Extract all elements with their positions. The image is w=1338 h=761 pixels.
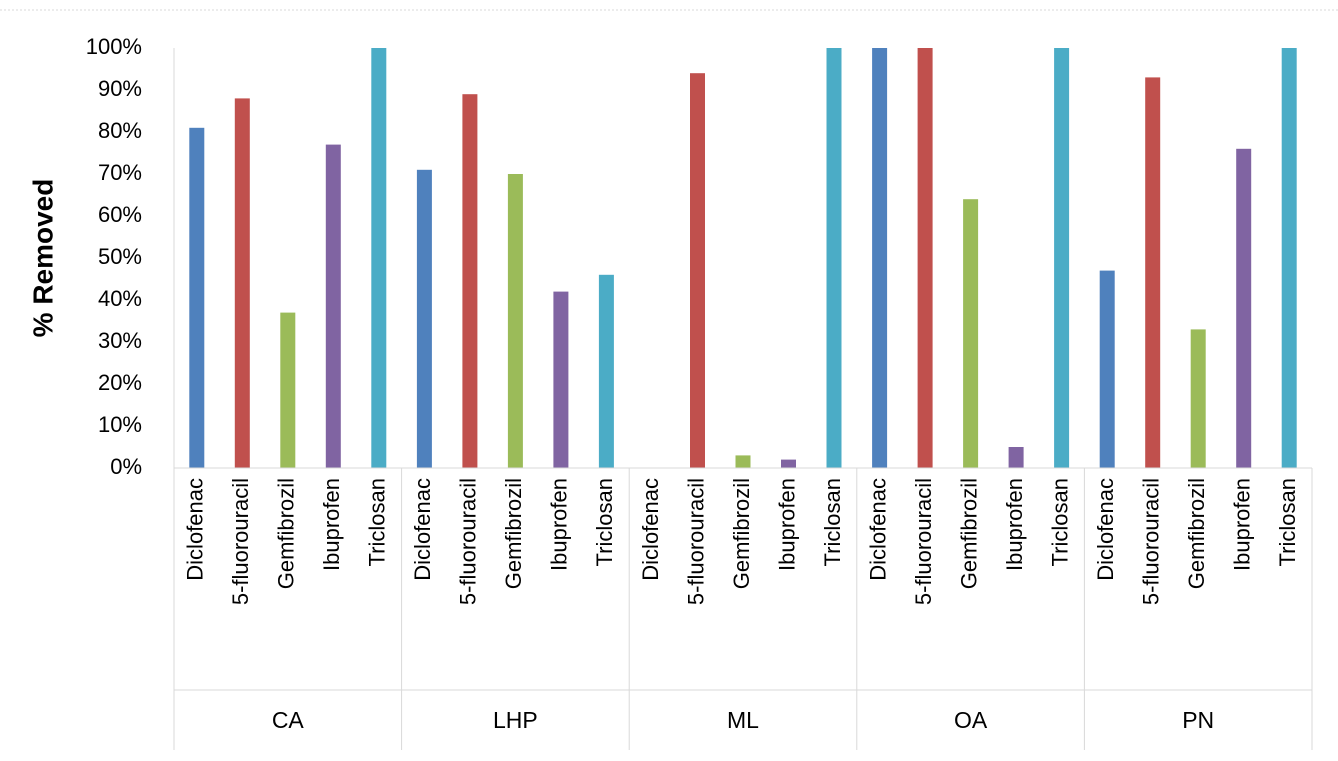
bar — [826, 48, 842, 468]
bar — [1008, 447, 1024, 468]
bar — [1054, 48, 1070, 468]
category-label: Triclosan — [820, 478, 845, 566]
y-tick-label: 20% — [98, 370, 142, 395]
category-label: Ibuprofen — [1002, 478, 1027, 571]
bar — [1099, 270, 1115, 468]
bar — [1145, 77, 1161, 469]
bar — [280, 312, 296, 468]
category-label: Triclosan — [365, 478, 390, 566]
category-label: Gemfibrozil — [274, 478, 299, 589]
y-tick-label: 100% — [86, 34, 142, 59]
bar — [371, 48, 387, 468]
y-axis-ticks: 0% 10% 20% 30% 40% 50% 60% 70% 80% 90% 100% — [86, 34, 142, 479]
y-tick-label: 80% — [98, 118, 142, 143]
category-label: Diclofenac — [638, 478, 663, 581]
group-label: OA — [954, 707, 988, 733]
category-label: Diclofenac — [1093, 478, 1118, 581]
category-label: Diclofenac — [410, 478, 435, 581]
y-tick-label: 10% — [98, 412, 142, 437]
category-label: Ibuprofen — [1230, 478, 1255, 571]
bar — [189, 127, 205, 469]
category-label: Ibuprofen — [547, 478, 572, 571]
group-label: PN — [1182, 707, 1214, 733]
bar — [1281, 48, 1297, 468]
category-label: Triclosan — [1275, 478, 1300, 566]
bar — [735, 455, 751, 468]
bar — [553, 291, 569, 468]
category-label: 5-fluorouracil — [228, 478, 253, 605]
category-label: 5-fluorouracil — [1139, 478, 1164, 605]
y-tick-label: 90% — [98, 76, 142, 101]
bar — [462, 94, 478, 468]
y-tick-label: 60% — [98, 202, 142, 227]
x-axis: Diclofenac 5-fluorouracil Gemfibrozil Ibupr… — [173, 48, 1313, 750]
bar — [963, 199, 979, 468]
category-label: Diclofenac — [865, 478, 890, 581]
group-label: CA — [272, 707, 305, 733]
bar — [690, 73, 705, 468]
y-tick-label: 30% — [98, 328, 142, 353]
category-label: Triclosan — [592, 478, 617, 566]
bar — [598, 274, 614, 468]
group-label: LHP — [493, 707, 538, 733]
y-tick-label: 70% — [98, 160, 142, 185]
category-label: 5-fluorouracil — [456, 478, 481, 605]
category-label: Ibuprofen — [319, 478, 344, 571]
category-label: Gemfibrozil — [956, 478, 981, 589]
group-label: ML — [727, 707, 759, 733]
bar — [872, 48, 888, 468]
category-label: Gemfibrozil — [1184, 478, 1209, 589]
bar — [507, 174, 523, 468]
y-axis-title: % Removed — [27, 179, 58, 338]
bar — [234, 98, 250, 469]
y-tick-label: 50% — [98, 244, 142, 269]
bar — [325, 144, 341, 468]
category-label: Gemfibrozil — [729, 478, 754, 589]
category-label: 5-fluorouracil — [911, 478, 936, 605]
category-label: Gemfibrozil — [501, 478, 526, 589]
category-label: 5-fluorouracil — [683, 478, 708, 605]
y-tick-label: 40% — [98, 286, 142, 311]
category-label: Ibuprofen — [774, 478, 799, 571]
bars — [189, 48, 1297, 469]
bar — [416, 169, 432, 469]
bar — [781, 459, 796, 468]
category-label: Triclosan — [1047, 478, 1072, 566]
bar — [917, 48, 933, 468]
category-label: Diclofenac — [183, 478, 208, 581]
y-tick-label: 0% — [110, 454, 142, 479]
bar — [1190, 329, 1206, 468]
bar — [1236, 148, 1252, 469]
